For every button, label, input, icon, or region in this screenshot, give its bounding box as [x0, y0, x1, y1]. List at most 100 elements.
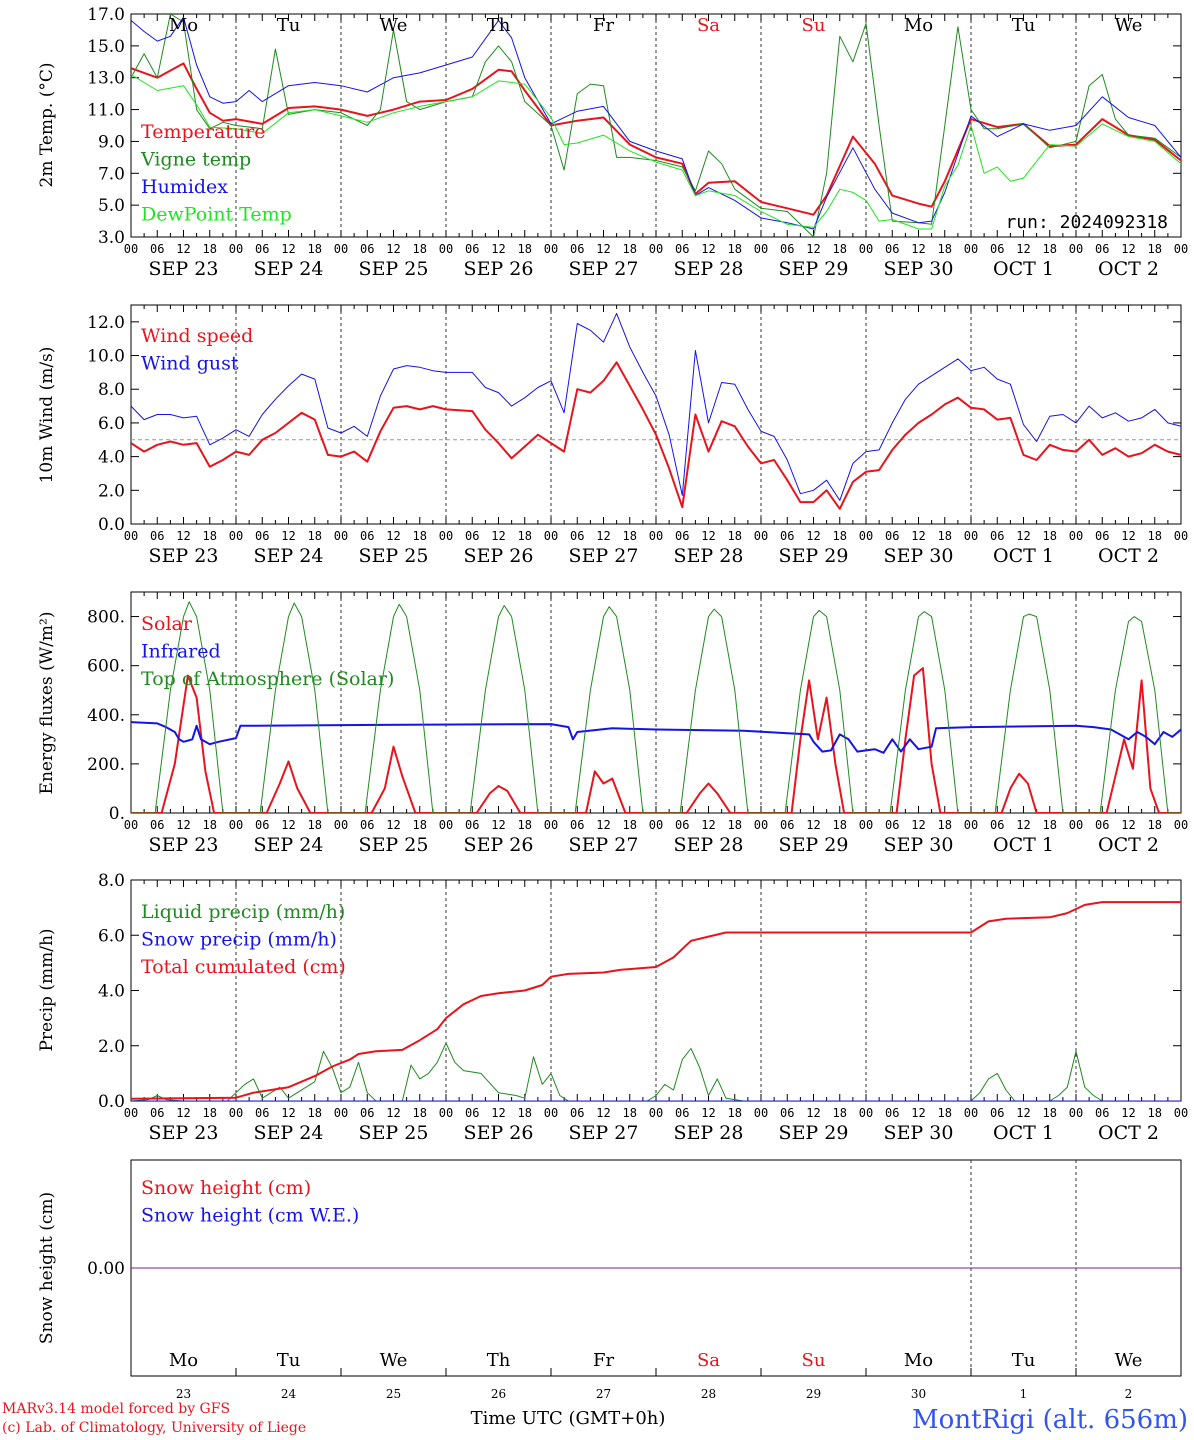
date-label: SEP 25 [359, 1122, 429, 1144]
hour-tick-label: 06 [570, 242, 584, 256]
date-label: SEP 27 [569, 1122, 639, 1144]
hour-tick-label: 12 [701, 818, 715, 832]
date-label: SEP 25 [359, 258, 429, 280]
hour-tick-label: 12 [386, 818, 400, 832]
hour-tick-label: 00 [229, 529, 243, 543]
y-tick-label: 0. [109, 804, 125, 824]
y-tick-label: 13.0 [87, 69, 125, 89]
hour-tick-label: 00 [334, 529, 348, 543]
hour-tick-label: 00 [1174, 818, 1188, 832]
hour-tick-label: 06 [570, 529, 584, 543]
date-label: SEP 30 [884, 1122, 954, 1144]
hour-tick-label: 12 [176, 818, 190, 832]
hour-tick-label: 00 [334, 1106, 348, 1120]
weekday-label: Mo [169, 1350, 198, 1371]
date-label: SEP 30 [884, 258, 954, 280]
series-line-wind-speed [131, 361, 1181, 510]
date-label: SEP 23 [149, 834, 219, 856]
hour-tick-label: 18 [833, 1106, 847, 1120]
hour-tick-label: 18 [1148, 529, 1162, 543]
date-label: SEP 25 [359, 834, 429, 856]
hour-tick-label: 18 [203, 242, 217, 256]
hour-tick-label: 12 [491, 529, 505, 543]
hour-tick-label: 18 [1148, 242, 1162, 256]
weekday-label: Tu [1012, 1350, 1036, 1371]
y-tick-label: 600. [87, 657, 125, 677]
y-tick-label: 200. [87, 755, 125, 775]
series-line-temperature [131, 62, 1181, 216]
y-tick-label: 15.0 [87, 37, 125, 57]
date-label: SEP 26 [464, 1122, 534, 1144]
hour-tick-label: 06 [1095, 529, 1109, 543]
weekday-label: Mo [904, 1350, 933, 1371]
hour-tick-label: 12 [596, 818, 610, 832]
date-label: SEP 25 [359, 545, 429, 567]
hour-tick-label: 00 [544, 529, 558, 543]
hour-tick-label: 06 [780, 1106, 794, 1120]
hour-tick-label: 00 [334, 242, 348, 256]
panel-3: 00 06 12 18 SEP 23 00 06 12 18 SEP 24 00 06 12 18 SEP … [37, 591, 1188, 856]
legend-entry: Infrared [141, 641, 221, 663]
hour-tick-label: 12 [1016, 242, 1030, 256]
hour-tick-label: 12 [176, 529, 190, 543]
hour-tick-label: 06 [570, 818, 584, 832]
hour-tick-label: 18 [938, 818, 952, 832]
hour-tick-label: 18 [938, 1106, 952, 1120]
hour-tick-label: 12 [596, 242, 610, 256]
hour-tick-label: 06 [255, 242, 269, 256]
hour-tick-label: 06 [675, 242, 689, 256]
hour-tick-label: 06 [885, 529, 899, 543]
hour-tick-label: 00 [1174, 1106, 1188, 1120]
date-label: SEP 23 [149, 545, 219, 567]
hour-tick-label: 00 [124, 242, 138, 256]
hour-tick-label: 06 [255, 818, 269, 832]
hour-tick-label: 00 [859, 242, 873, 256]
hour-tick-label: 00 [439, 529, 453, 543]
hour-tick-label: 00 [1069, 529, 1083, 543]
date-label: SEP 24 [254, 1122, 324, 1144]
hour-tick-label: 06 [1095, 818, 1109, 832]
y-axis-label: Energy fluxes (W/m²) [37, 612, 57, 795]
legend-entry: Solar [141, 613, 193, 635]
hour-tick-label: 18 [203, 818, 217, 832]
time-axis-label: Time UTC (GMT+0h) [471, 1408, 666, 1429]
weekday-label: Tu [1012, 15, 1036, 36]
hour-tick-label: 06 [990, 818, 1004, 832]
hour-tick-label: 06 [360, 529, 374, 543]
weekday-label: We [380, 1350, 408, 1371]
hour-tick-label: 06 [990, 242, 1004, 256]
hour-tick-label: 00 [754, 1106, 768, 1120]
run-label: run: 2024092318 [1005, 212, 1168, 233]
date-label: SEP 28 [674, 1122, 744, 1144]
hour-tick-label: 00 [649, 1106, 663, 1120]
hour-tick-label: 12 [281, 242, 295, 256]
panel-4: 00 06 12 18 SEP 23 00 06 12 18 SEP 24 00 06 12 18 SEP … [37, 871, 1188, 1144]
y-tick-label: 8.0 [98, 871, 125, 891]
day-number-label: 30 [911, 1387, 926, 1401]
hour-tick-label: 12 [176, 242, 190, 256]
hour-tick-label: 00 [544, 1106, 558, 1120]
weekday-label: We [380, 15, 408, 36]
legend-entry: Snow height (cm W.E.) [141, 1205, 359, 1227]
series-line-top-of-atmosphere-solar- [131, 601, 1181, 813]
hour-tick-label: 18 [623, 242, 637, 256]
hour-tick-label: 12 [1016, 529, 1030, 543]
y-tick-label: 10.0 [87, 347, 125, 367]
hour-tick-label: 18 [623, 818, 637, 832]
date-label: SEP 30 [884, 545, 954, 567]
hour-tick-label: 00 [124, 818, 138, 832]
hour-tick-label: 06 [1095, 242, 1109, 256]
weekday-label: Fr [593, 15, 614, 36]
date-label: SEP 29 [779, 545, 849, 567]
day-number-label: 1 [1020, 1387, 1028, 1401]
hour-tick-label: 00 [649, 818, 663, 832]
hour-tick-label: 12 [911, 529, 925, 543]
date-label: OCT 1 [993, 1122, 1054, 1144]
hour-tick-label: 18 [1148, 818, 1162, 832]
date-label: SEP 28 [674, 834, 744, 856]
hour-tick-label: 06 [465, 242, 479, 256]
hour-tick-label: 06 [885, 242, 899, 256]
date-label: SEP 29 [779, 834, 849, 856]
weekday-label: Sa [697, 1350, 720, 1371]
